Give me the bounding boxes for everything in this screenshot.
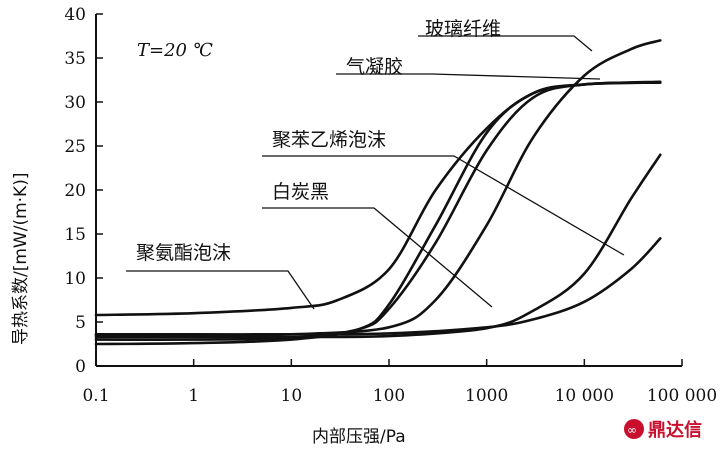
series-label: 白炭黑	[272, 181, 329, 203]
x-tick-label: 10 000	[555, 386, 614, 406]
y-ticks: 0 5 10 15 20 25 30 35 40	[64, 5, 103, 377]
y-tick-label: 10	[64, 269, 86, 289]
curves	[94, 39, 662, 346]
watermark-logo: ∞ 鼎达信	[624, 419, 702, 441]
watermark-icon	[624, 419, 644, 439]
x-tick-label: 100	[373, 386, 405, 406]
x-tick-label: 1	[188, 386, 199, 406]
leader-line	[336, 73, 601, 80]
y-tick-label: 30	[64, 93, 86, 113]
watermark-text: 鼎达信	[648, 419, 702, 441]
leader-line	[262, 207, 493, 308]
series-label: 聚苯乙烯泡沫	[272, 129, 386, 151]
series-label: 玻璃纤维	[425, 18, 501, 40]
series-line-5	[94, 80, 662, 317]
x-tick-label: 1000	[465, 386, 508, 406]
y-tick-label: 25	[64, 137, 86, 157]
y-tick-label: 5	[75, 313, 86, 333]
series-label: 聚氨酯泡沫	[136, 242, 231, 264]
y-tick-label: 35	[64, 49, 86, 69]
x-axis-title: 内部压强/Pa	[312, 427, 406, 447]
y-tick-label: 40	[64, 5, 86, 25]
temperature-annotation: T=20 ℃	[137, 40, 213, 61]
axes: 0 5 10 15 20 25 30 35 40 0.1 1 10 100 1000 10 000 100 …	[64, 5, 717, 406]
series-line-6	[94, 237, 662, 336]
series-label: 气凝胶	[346, 56, 403, 78]
label-leader-lines	[126, 35, 625, 310]
x-tick-label: 100 000	[647, 386, 717, 406]
x-tick-label: 10	[281, 386, 303, 406]
series-line-3	[94, 81, 662, 342]
y-tick-label: 15	[64, 225, 86, 245]
leader-line	[262, 155, 625, 256]
y-tick-label: 0	[75, 357, 86, 377]
leader-line	[126, 270, 315, 310]
leader-line	[418, 35, 593, 52]
y-axis-title: 导热系数/[mW/(m·K)]	[11, 173, 31, 345]
y-tick-label: 20	[64, 181, 86, 201]
x-ticks: 0.1 1 10 100 1000 10 000 100 000	[82, 359, 717, 406]
series-line-4	[94, 153, 662, 339]
x-tick-label: 0.1	[82, 386, 109, 406]
watermark-icon-glyph: ∞	[627, 423, 637, 437]
